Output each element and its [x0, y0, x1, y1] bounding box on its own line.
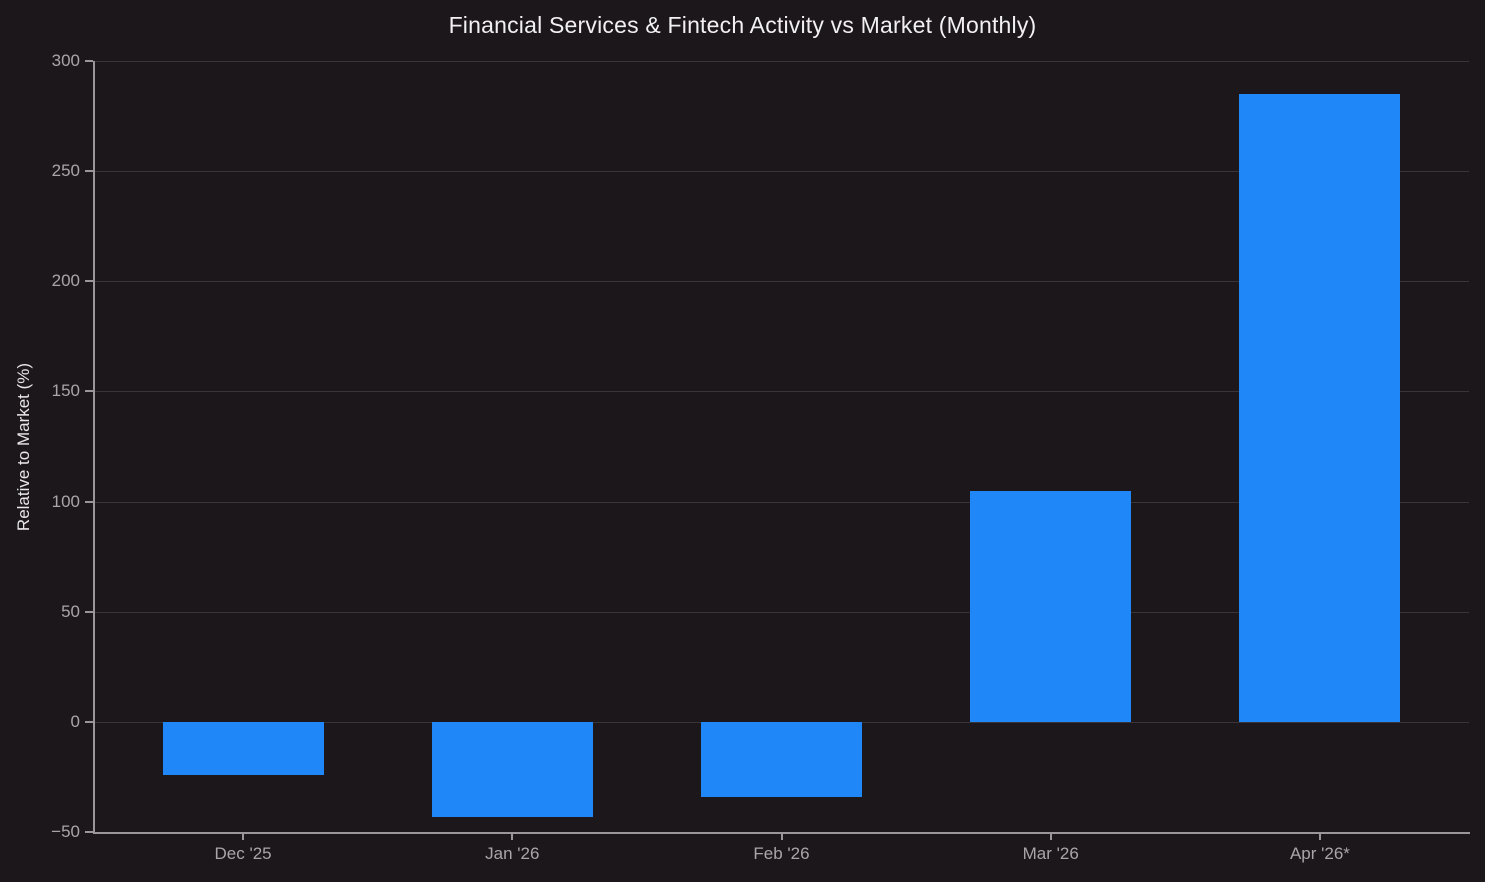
x-tick-label: Dec '25 [214, 844, 272, 863]
bar-mar-26 [970, 490, 1132, 722]
y-tick-mark [85, 610, 93, 613]
x-tick-label: Feb '26 [753, 844, 810, 863]
y-tick-mark [85, 390, 93, 393]
y-tick-label: 250 [51, 161, 80, 181]
y-tick-label: 0 [70, 711, 80, 731]
chart-title: Financial Services & Fintech Activity vs… [448, 12, 1037, 38]
x-axis-spine [93, 832, 1470, 834]
y-tick-label: −50 [51, 822, 80, 841]
x-tick-mark [1318, 834, 1321, 840]
plot-area: 300 250 200 150 100 50 0 −50 Dec '25 Jan '26 Feb … [51, 51, 1470, 863]
x-tick-mark [780, 834, 783, 840]
x-tick-label: Apr '26* [1289, 844, 1350, 863]
y-tick-label: 150 [51, 381, 80, 401]
x-tick-mark [242, 834, 245, 840]
bar-dec-25 [162, 721, 324, 775]
gridline [94, 281, 1469, 283]
gridline [94, 171, 1469, 173]
y-tick-label: 50 [61, 601, 80, 621]
y-tick-mark [85, 720, 93, 723]
y-tick-label: 200 [51, 271, 80, 291]
y-tick-label: 100 [51, 491, 80, 511]
bar-apr-26- [1239, 94, 1401, 722]
y-axis-label: Relative to Market (%) [14, 362, 33, 532]
bar-jan-26 [431, 721, 593, 817]
x-tick-mark [1049, 834, 1052, 840]
gridline [94, 391, 1469, 393]
gridline [94, 501, 1469, 503]
x-tick-mark [511, 834, 514, 840]
gridline [94, 611, 1469, 613]
y-tick-mark [85, 170, 93, 173]
y-tick-label: 300 [51, 51, 80, 70]
y-tick-mark [85, 500, 93, 503]
gridline [94, 61, 1469, 62]
x-tick-label: Mar '26 [1022, 844, 1079, 863]
bar-feb-26 [701, 721, 862, 797]
y-axis-spine [93, 61, 95, 834]
y-tick-mark [85, 280, 93, 283]
y-tick-mark [85, 60, 93, 62]
y-tick-mark [85, 831, 93, 833]
x-tick-label: Jan '26 [485, 844, 540, 863]
